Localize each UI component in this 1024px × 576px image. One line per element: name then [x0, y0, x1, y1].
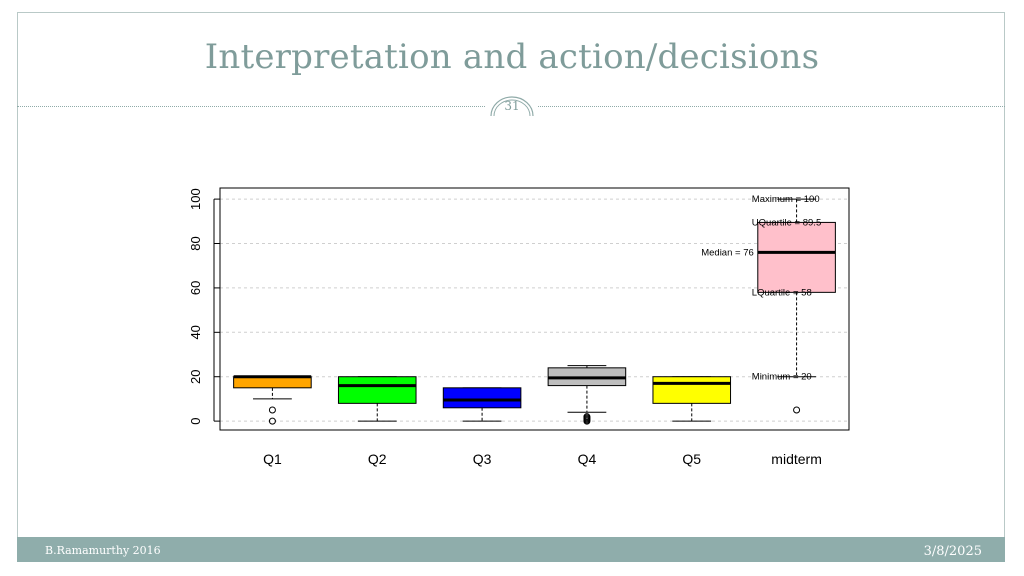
box-body: [757, 221, 836, 293]
x-tick-label: Q4: [578, 451, 597, 467]
footer-author: B.Ramamurthy 2016: [45, 544, 161, 557]
annotation-label: Maximum = 100: [752, 194, 820, 205]
outlier-point: [268, 417, 276, 425]
slide-number-badge: [486, 86, 538, 124]
plot-frame: [219, 187, 850, 431]
y-tick-label: 20: [188, 369, 203, 383]
box-midterm: [757, 198, 836, 414]
annotation-label: Median = 76: [701, 247, 754, 258]
box-q1: [233, 375, 312, 425]
slide-title: Interpretation and action/decisions: [204, 37, 820, 77]
outlier-point: [793, 406, 801, 414]
x-tick-label: Q3: [473, 451, 492, 467]
box-body: [233, 376, 312, 389]
y-tick-label: 60: [188, 281, 203, 295]
footer-bar: [17, 537, 1005, 562]
x-tick-label: Q1: [263, 451, 282, 467]
slide-number: 31: [504, 99, 520, 113]
annotation-label: Minimum = 20: [752, 372, 812, 383]
box-body: [652, 376, 732, 404]
box-q2: [337, 376, 417, 422]
box-q5: [652, 376, 732, 422]
y-tick-label: 40: [188, 325, 203, 339]
box-body: [337, 376, 417, 404]
outlier-point: [583, 417, 591, 425]
footer-date: 3/8/2025: [923, 544, 982, 559]
box-body: [442, 387, 522, 409]
x-tick-label: Q2: [368, 451, 387, 467]
y-tick-label: 80: [188, 236, 203, 250]
boxplot-chart: 0 20 40 60 80 100 Q1 Q2 Q3 Q4 Q5 midterm Maximum = 1…: [188, 187, 850, 467]
annotation-label: LQuartile = 58: [752, 287, 812, 298]
y-tick-label: 0: [188, 418, 203, 425]
box-q4: [547, 365, 627, 425]
box-q3: [442, 387, 522, 422]
x-tick-label: midterm: [771, 451, 822, 467]
x-tick-label: Q5: [682, 451, 701, 467]
y-tick-label: 100: [188, 188, 203, 210]
outlier-point: [268, 406, 276, 414]
annotation-label: UQuartile = 89.5: [752, 217, 821, 228]
